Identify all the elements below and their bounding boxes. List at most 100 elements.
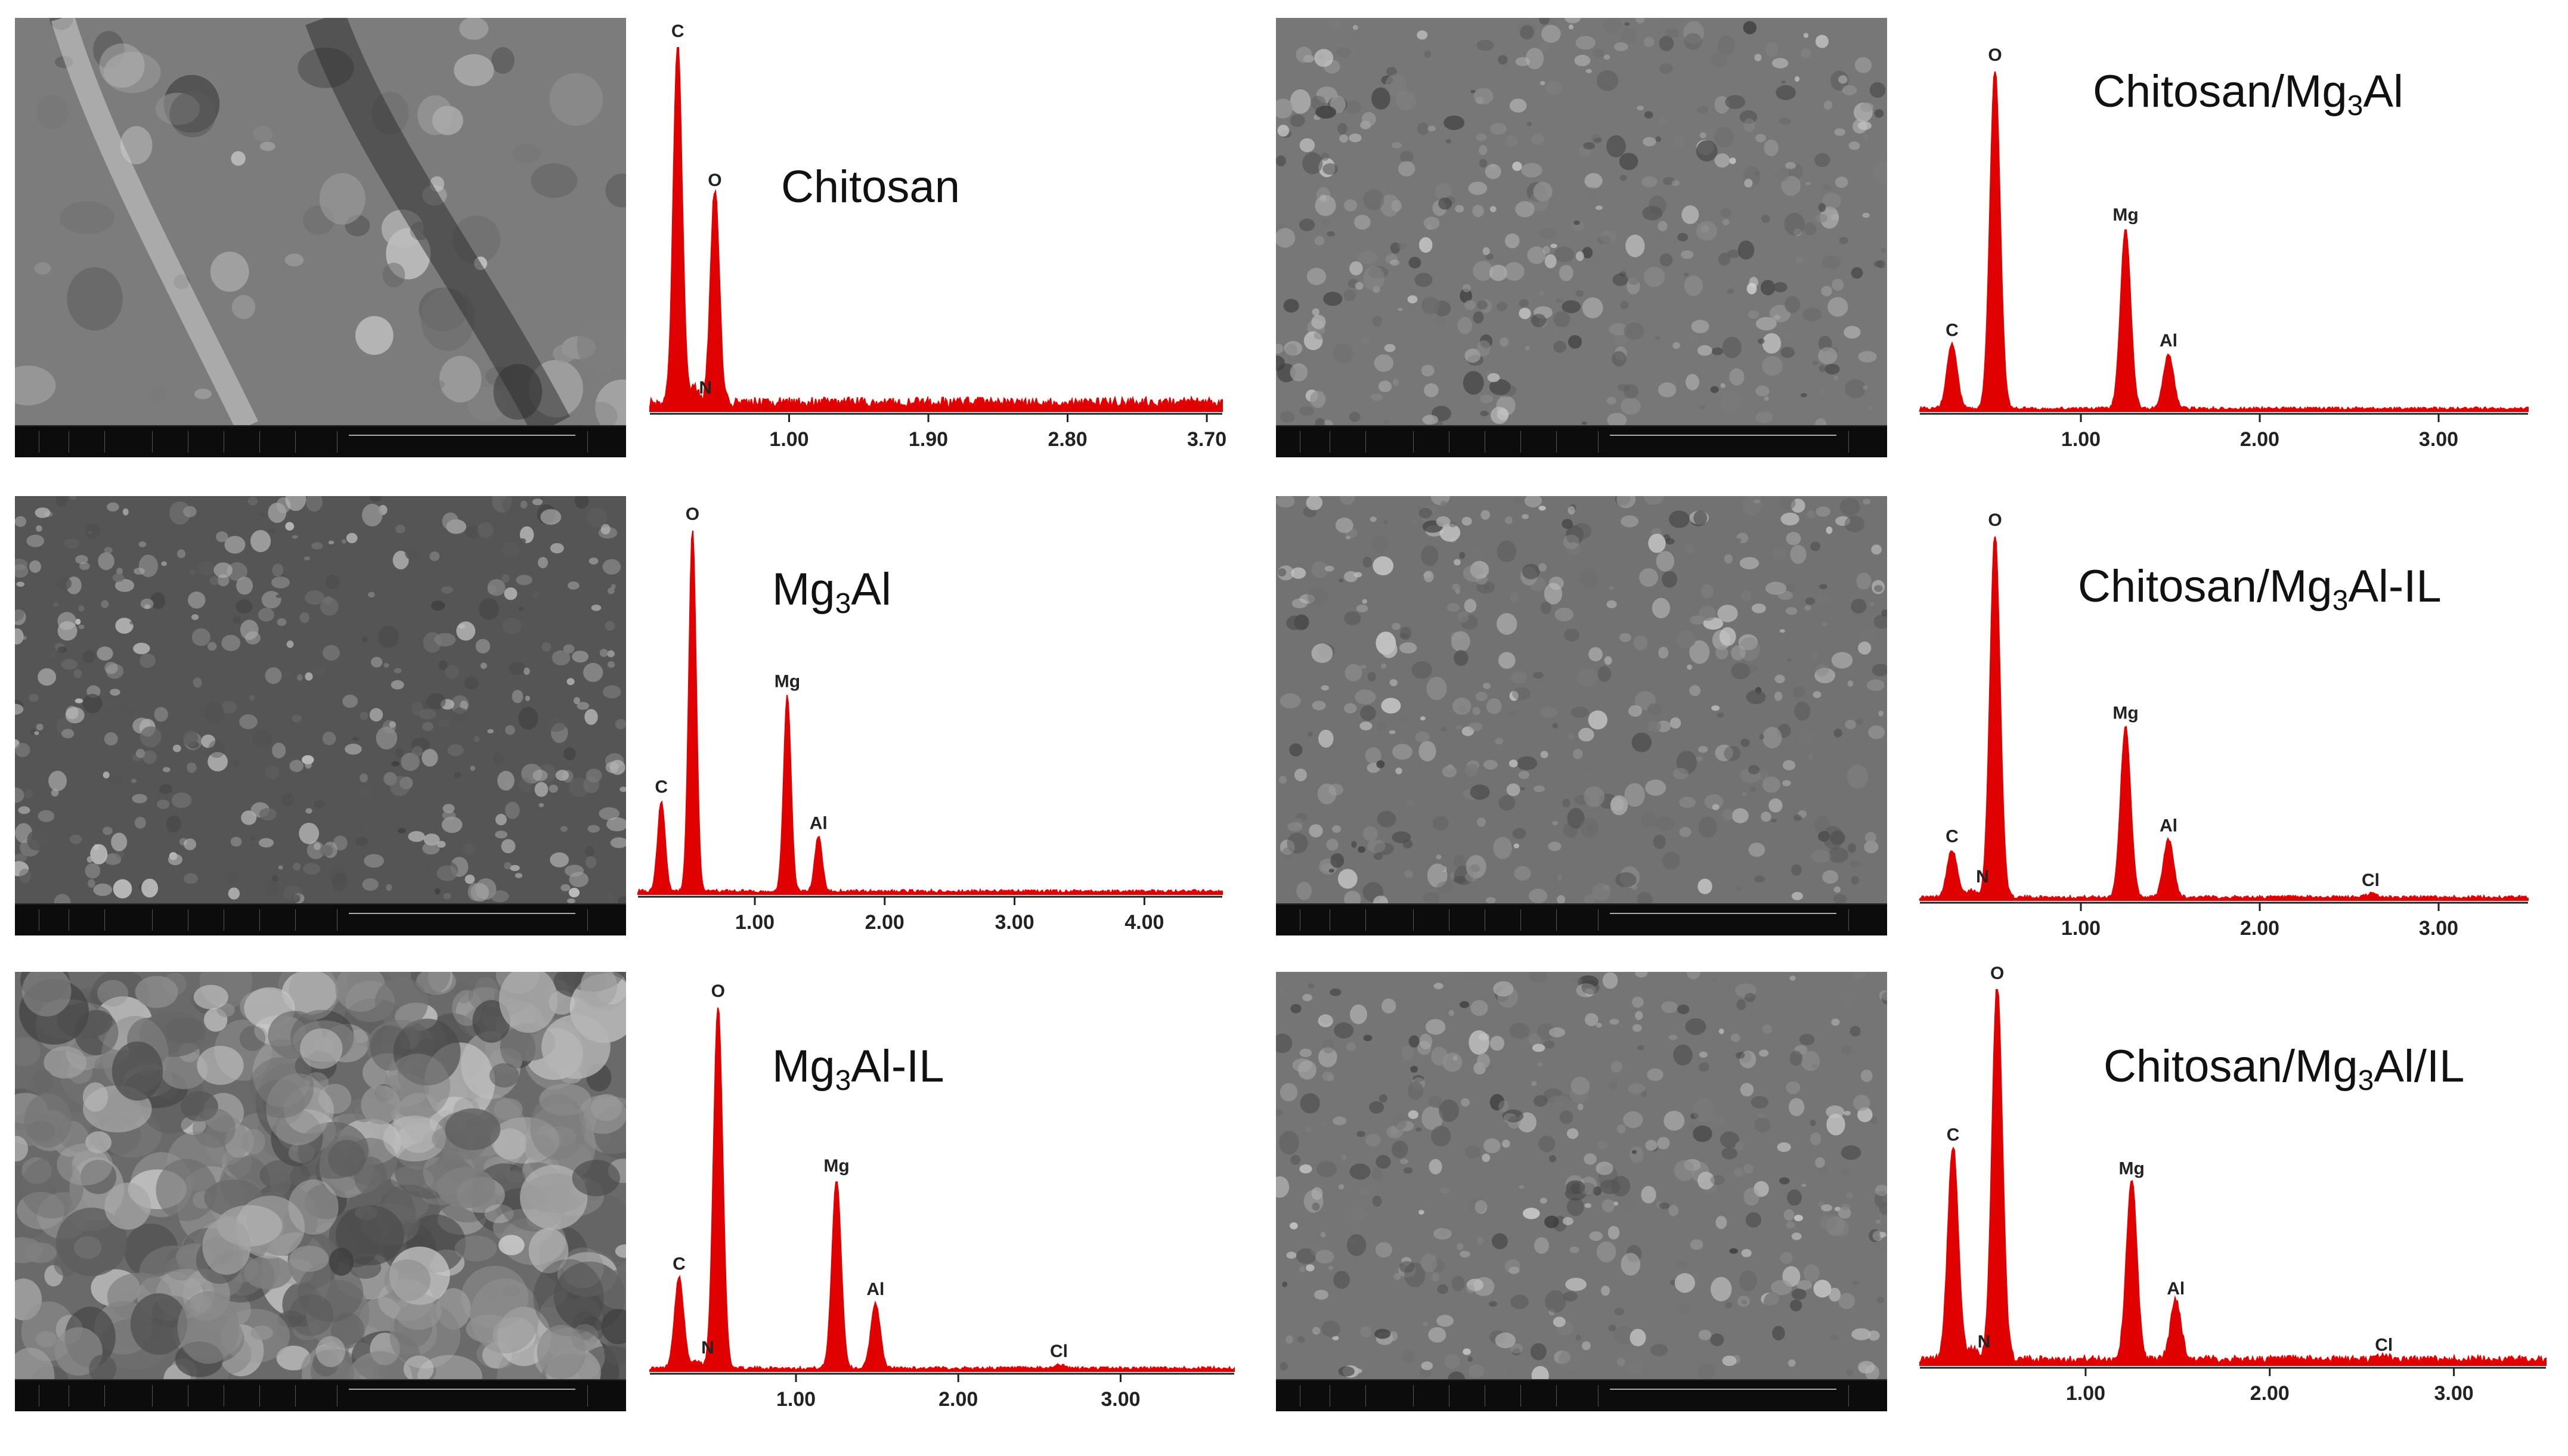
sem-grain [285,496,306,511]
sem-grain [1375,1242,1392,1258]
sem-grain [1489,1093,1505,1111]
sem-grain [75,698,83,704]
sem-grain [1697,345,1712,356]
sem-grain [1562,300,1581,314]
sem-grain [69,834,82,844]
sem-image-chitosan [15,18,626,457]
sem-grain [191,628,210,646]
sem-grain [292,535,298,539]
sem-grain [1793,814,1802,821]
sem-grain [553,344,576,363]
sem-grain [1679,826,1692,838]
sem-grain [1562,798,1570,808]
sem-grain [207,752,228,772]
sem-grain [29,560,41,573]
sem-grain [116,568,123,575]
sem-grain [1482,247,1490,255]
sem-grain [491,47,515,74]
sem-grain [1793,228,1802,236]
sem-grain [1470,89,1476,94]
sem-grain [346,532,358,543]
sem-grain [253,125,273,142]
sem-bar-divider [104,431,105,453]
sem-grain [264,880,278,897]
sem-grain [258,608,274,622]
sem-grain [79,562,90,571]
sem-grain [1575,290,1584,297]
sem-grain [1609,1018,1619,1025]
sem-grain [1846,1368,1854,1377]
sem-grain [1631,732,1652,752]
sem-grain [1541,24,1561,43]
sem-grain [1287,832,1308,854]
sem-grain [1717,605,1738,622]
sem-bar-divider [1556,431,1557,453]
sem-grain [141,878,159,898]
sem-grain [1417,30,1428,40]
peak-label: N [1976,867,1989,887]
x-tick-label: 1.00 [2061,917,2101,940]
sem-bar-divider [1598,1385,1599,1407]
sem-grain [1868,725,1885,739]
sem-grain [1759,1049,1769,1057]
sem-grain [1674,1160,1695,1182]
sem-grain [1624,384,1639,399]
sem-grain [422,749,438,767]
sem-grain [1493,837,1512,859]
sem-grain [1617,383,1630,392]
sem-grain [1830,1334,1839,1341]
sem-grain [1810,653,1819,661]
sem-grain [1785,162,1796,169]
sem-grain [1505,135,1517,147]
sem-grain [65,707,85,724]
sem-grain [1584,786,1605,807]
sem-grain [1511,671,1527,684]
sem-grain [487,584,497,594]
sem-grain [1538,506,1546,511]
sem-grain [1455,725,1462,730]
sem-grain [503,862,512,869]
sem-grain [1290,114,1305,127]
sem-grain [1792,1288,1807,1300]
sem-grain [1631,1150,1637,1154]
sem-grain [470,1278,540,1353]
sem-grain [1295,813,1308,822]
sem-grain [1445,139,1452,144]
sem-grain [1658,382,1677,398]
sem-grain [1335,518,1353,533]
sem-grain [1673,1044,1693,1066]
sem-grain [1568,506,1575,515]
sem-grain [1569,1246,1579,1253]
sem-grain [395,1293,442,1330]
sem-grain [292,714,302,723]
sem-grain [210,252,249,292]
sem-grain [1628,278,1639,285]
sem-grain [532,498,543,506]
sem-grain [1581,980,1600,995]
sem-grain [1869,82,1886,98]
sem-grain [1533,1095,1548,1107]
sem-image-chitosan-mg3al [1276,18,1887,457]
sem-grain [325,574,340,590]
x-tick-label: 2.00 [938,1388,978,1411]
sem-grain [1479,145,1488,156]
sem-grain [1795,76,1800,82]
sem-grain [1684,272,1689,277]
sem-grain [277,618,287,626]
sem-grain [597,1269,626,1309]
sem-grain [1652,597,1670,618]
sem-grain [1610,795,1628,816]
peak-label: C [673,1254,686,1274]
sem-grain [323,596,333,605]
sem-grain [1516,756,1538,770]
sem-grain [1672,767,1689,779]
sem-grain [1399,151,1414,163]
sem-grain [1867,405,1873,410]
sem-grain [276,1345,311,1371]
sem-grain [1461,516,1472,526]
sem-grain [619,786,626,792]
sem-grain [1779,629,1785,633]
sem-grain [520,500,528,509]
sem-grain [1401,1045,1414,1061]
sem-grain [1468,1310,1477,1320]
